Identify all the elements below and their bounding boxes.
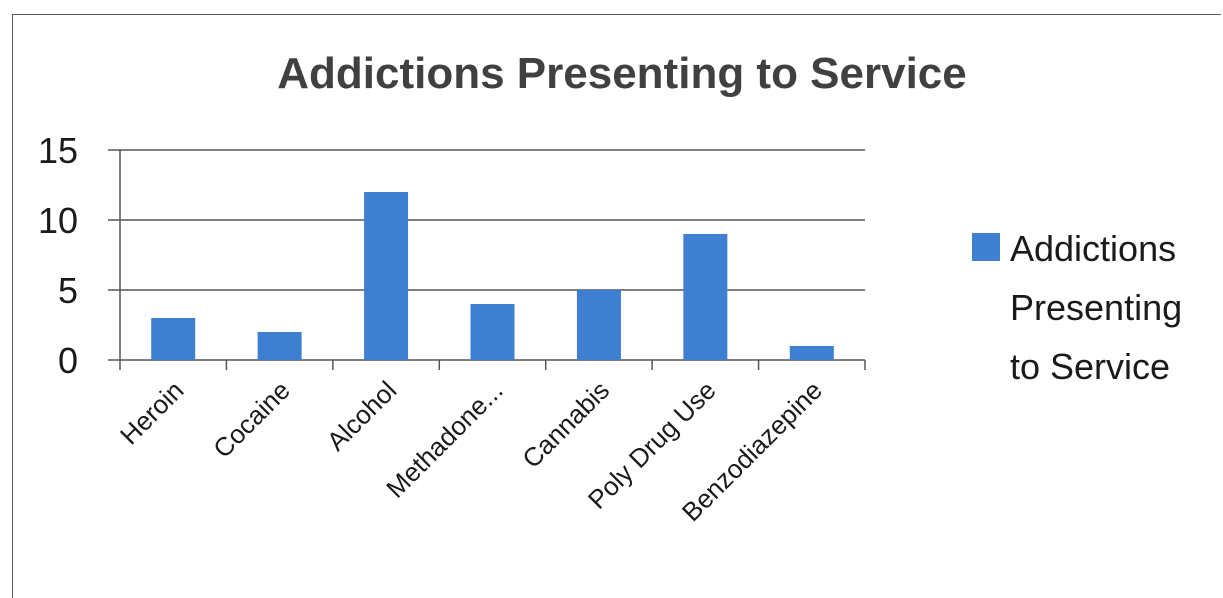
legend-swatch — [972, 233, 1000, 261]
bar — [470, 304, 515, 360]
bar — [683, 234, 728, 360]
x-tick-label: Cannabis — [516, 375, 615, 474]
y-tick-label: 5 — [58, 270, 78, 311]
x-tick-label: Cocaine — [207, 375, 296, 464]
legend-label-line-1: Addictions — [1010, 228, 1176, 269]
bars — [151, 192, 834, 360]
y-tick-label: 15 — [38, 130, 78, 171]
y-tick-labels: 0 5 10 15 — [38, 130, 78, 381]
bar — [364, 192, 409, 360]
bar — [151, 318, 196, 360]
bar — [576, 290, 621, 360]
x-tick-label: Heroin — [114, 375, 189, 450]
bar — [257, 332, 302, 360]
chart-title: Addictions Presenting to Service — [277, 49, 967, 98]
legend-label-line-2: Presenting — [1010, 287, 1182, 328]
y-tick-label: 10 — [38, 200, 78, 241]
chart-frame — [12, 14, 1221, 598]
x-tick-label: Alcohol — [321, 375, 403, 457]
legend: Addictions Presenting to Service — [972, 228, 1182, 387]
bar — [789, 346, 834, 360]
gridlines — [120, 149, 865, 291]
legend-label-line-3: to Service — [1010, 346, 1170, 387]
y-tick-label: 0 — [58, 340, 78, 381]
